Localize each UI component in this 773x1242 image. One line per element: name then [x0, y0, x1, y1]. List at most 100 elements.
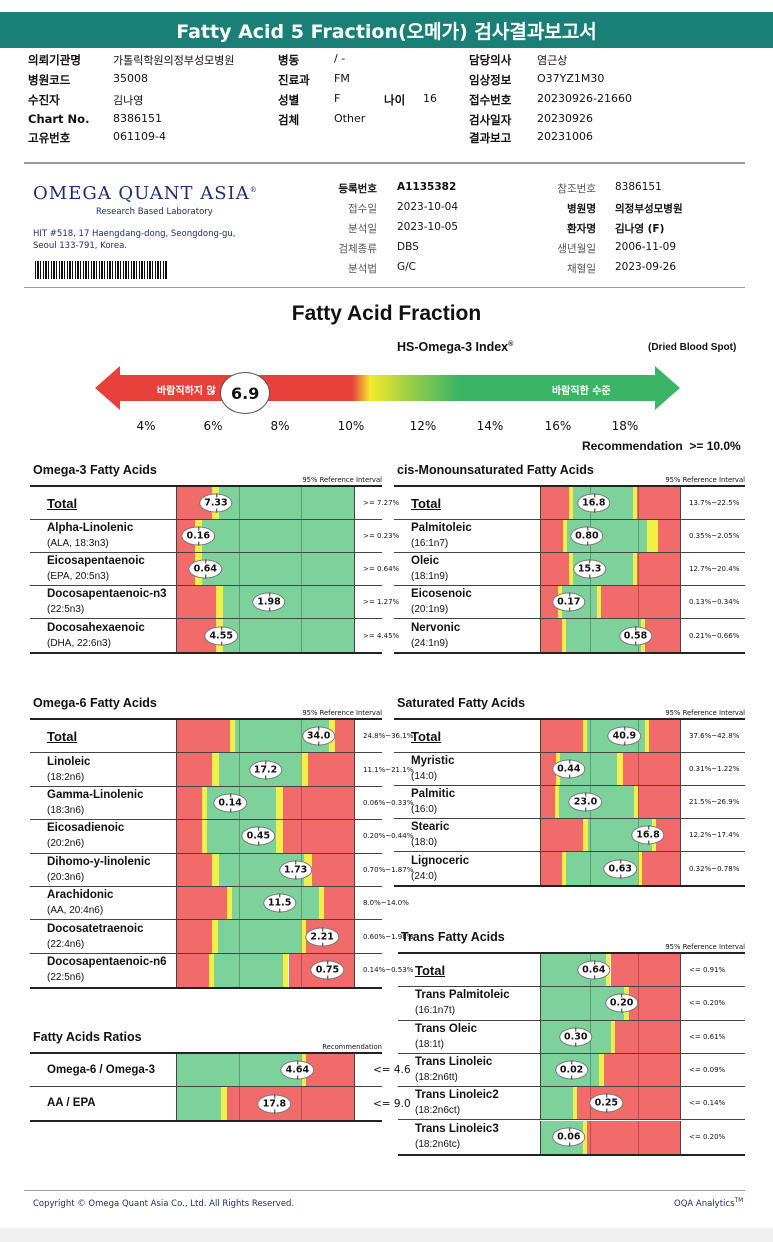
bar-segment [645, 720, 650, 752]
reference-value: 37.6%~42.8% [689, 732, 740, 740]
lab-field-label: 검체종류 [338, 243, 377, 255]
row-name: Palmitic (16:0) [394, 786, 541, 818]
lab-field-label: 환자명 [567, 223, 596, 235]
bar-gridline [300, 520, 302, 552]
age-label: 나이 [384, 93, 406, 107]
row-name-text: Nervonic [411, 621, 461, 634]
lab-field-label: 분석법 [348, 263, 377, 275]
bar-segment [177, 753, 213, 786]
row-subname: (24:0) [411, 870, 438, 882]
panel-title: Saturated Fatty Acids [397, 696, 526, 710]
result-value-marker: 16.8 [631, 825, 665, 845]
bar-gridline [300, 786, 302, 820]
bar-segment [177, 953, 209, 988]
main-title: Fatty Acid Fraction [291, 302, 482, 325]
bar-gridline [638, 753, 640, 785]
reference-value: >= 1.27% [363, 598, 400, 606]
reference-value: 0.31%~1.22% [689, 765, 740, 773]
bar-segment [554, 786, 560, 818]
result-value-marker: 40.9 [607, 726, 642, 746]
result-bar: 0.20 [541, 987, 681, 1020]
lab-field-value: 의정부성모병원 [615, 203, 683, 215]
table-row: Eicosenoic (20:1n9) 0.17 0.13%~0.34% [394, 586, 745, 619]
info-label: 검사일자 [469, 113, 512, 127]
index-tick-label: 6% [203, 419, 223, 433]
row-name: Trans Palmitoleic (16:1n7t) [398, 987, 541, 1020]
info-value: 20230926-21660 [537, 92, 632, 105]
table-row: Eicosadienoic (20:2n6) 0.45 0.20%~0.44% [30, 820, 413, 854]
row-name: Total [30, 720, 177, 753]
reference-value: 0.32%~0.78% [689, 864, 740, 873]
row-name: Linoleic (18:2n6) [30, 753, 177, 786]
table-row: Docosatetraenoic (22:4n6) 2.21 0.60%~1.98% [30, 920, 413, 954]
info-label: 고유번호 [28, 131, 71, 145]
table-row: Alpha-Linolenic (ALA, 18:3n3) 0.16 >= 0.23% [30, 520, 399, 553]
table-row: Myristic (14:0) 0.44 0.31%~1.22% [394, 753, 745, 786]
bar-segment [323, 887, 354, 920]
reference-value: 0.14%~0.53% [363, 966, 414, 975]
reference-value: 11.1%~21.1% [363, 765, 414, 774]
bar-gridline [300, 487, 302, 519]
lab-field-label: 생년월일 [557, 243, 596, 255]
bar-segment [568, 553, 573, 585]
result-bar: 2.21 [177, 920, 355, 953]
bar-segment [582, 720, 587, 752]
bar-segment [541, 487, 569, 519]
result-bar: 23.0 [541, 786, 681, 818]
bar-gridline [238, 553, 240, 585]
bar-gridline [238, 887, 240, 920]
lab-field-value: 2023-09-26 [615, 261, 677, 273]
row-name: Trans Linoleic (18:2n6tt) [398, 1053, 541, 1087]
bar-gridline [238, 586, 240, 618]
lab-logo-text: OMEGA QUANT ASIA [33, 183, 250, 204]
lab-field-value: 2006-11-09 [615, 241, 677, 253]
result-value-marker: 17.2 [248, 760, 283, 780]
index-tick-label: 10% [337, 419, 365, 433]
index-tick-label: 12% [409, 419, 437, 433]
row-name: Palmitoleic (16:1n7) [394, 520, 541, 552]
result-value-marker: 0.64 [577, 960, 611, 980]
reference-value: >= 4.45% [363, 631, 400, 640]
table-row: Linoleic (18:2n6) 17.2 11.1%~21.1% [30, 753, 414, 787]
bar-gridline [238, 1054, 240, 1086]
reference-value: >= 0.64% [363, 565, 400, 573]
reference-header: 95% Reference Interval [302, 709, 382, 717]
row-name-text: Palmitoleic [411, 522, 472, 534]
result-value-marker: 0.64 [188, 559, 223, 579]
bar-segment [215, 586, 224, 618]
row-name-text: Docosahexaenoic [47, 621, 145, 634]
divider [24, 162, 745, 164]
result-bar: 1.98 [177, 586, 355, 618]
result-bar: 0.06 [541, 1120, 681, 1154]
bar-segment [541, 553, 569, 585]
bar-gridline [238, 619, 240, 652]
result-value-marker: 7.33 [199, 493, 233, 513]
result-bar: 0.80 [541, 520, 681, 552]
reference-value: 8.0%~14.0% [363, 899, 409, 908]
brand-text: OQA Analytics [674, 1198, 735, 1209]
row-name-text: Omega-6 / Omega-3 [47, 1063, 156, 1076]
info-value: Other [334, 112, 366, 125]
table-row: Dihomo-y-linolenic (20:3n6) 1.73 0.70%~1.87… [30, 853, 413, 887]
bar-segment [636, 553, 680, 585]
bar-segment [177, 786, 202, 820]
info-label: 성별 [278, 93, 300, 107]
info-label: 임상정보 [469, 73, 512, 87]
index-tick-label: 4% [136, 419, 156, 433]
panel-table: Total 0.64 <= 0.91% Trans Palmitoleic (16:1n… [398, 952, 745, 1156]
bar-gridline [300, 953, 302, 988]
reference-value: <= 0.91% [689, 966, 726, 975]
result-bar: 16.8 [541, 487, 681, 519]
info-label: 수진자 [28, 93, 60, 107]
bar-gridline [589, 819, 591, 851]
bar-segment [177, 887, 227, 920]
bar-segment [561, 852, 566, 885]
row-name: Eicosapentaenoic (EPA, 20:5n3) [30, 553, 177, 585]
bar-gridline [638, 1120, 640, 1154]
reference-header: 95% Reference Interval [665, 943, 745, 951]
table-row: Trans Linoleic3 (18:2n6tc) 0.06 <= 0.20% [398, 1120, 745, 1154]
bar-segment [177, 820, 202, 853]
bar-segment [614, 1020, 680, 1053]
bar-gridline [638, 1087, 640, 1120]
info-label: 접수번호 [469, 93, 512, 107]
